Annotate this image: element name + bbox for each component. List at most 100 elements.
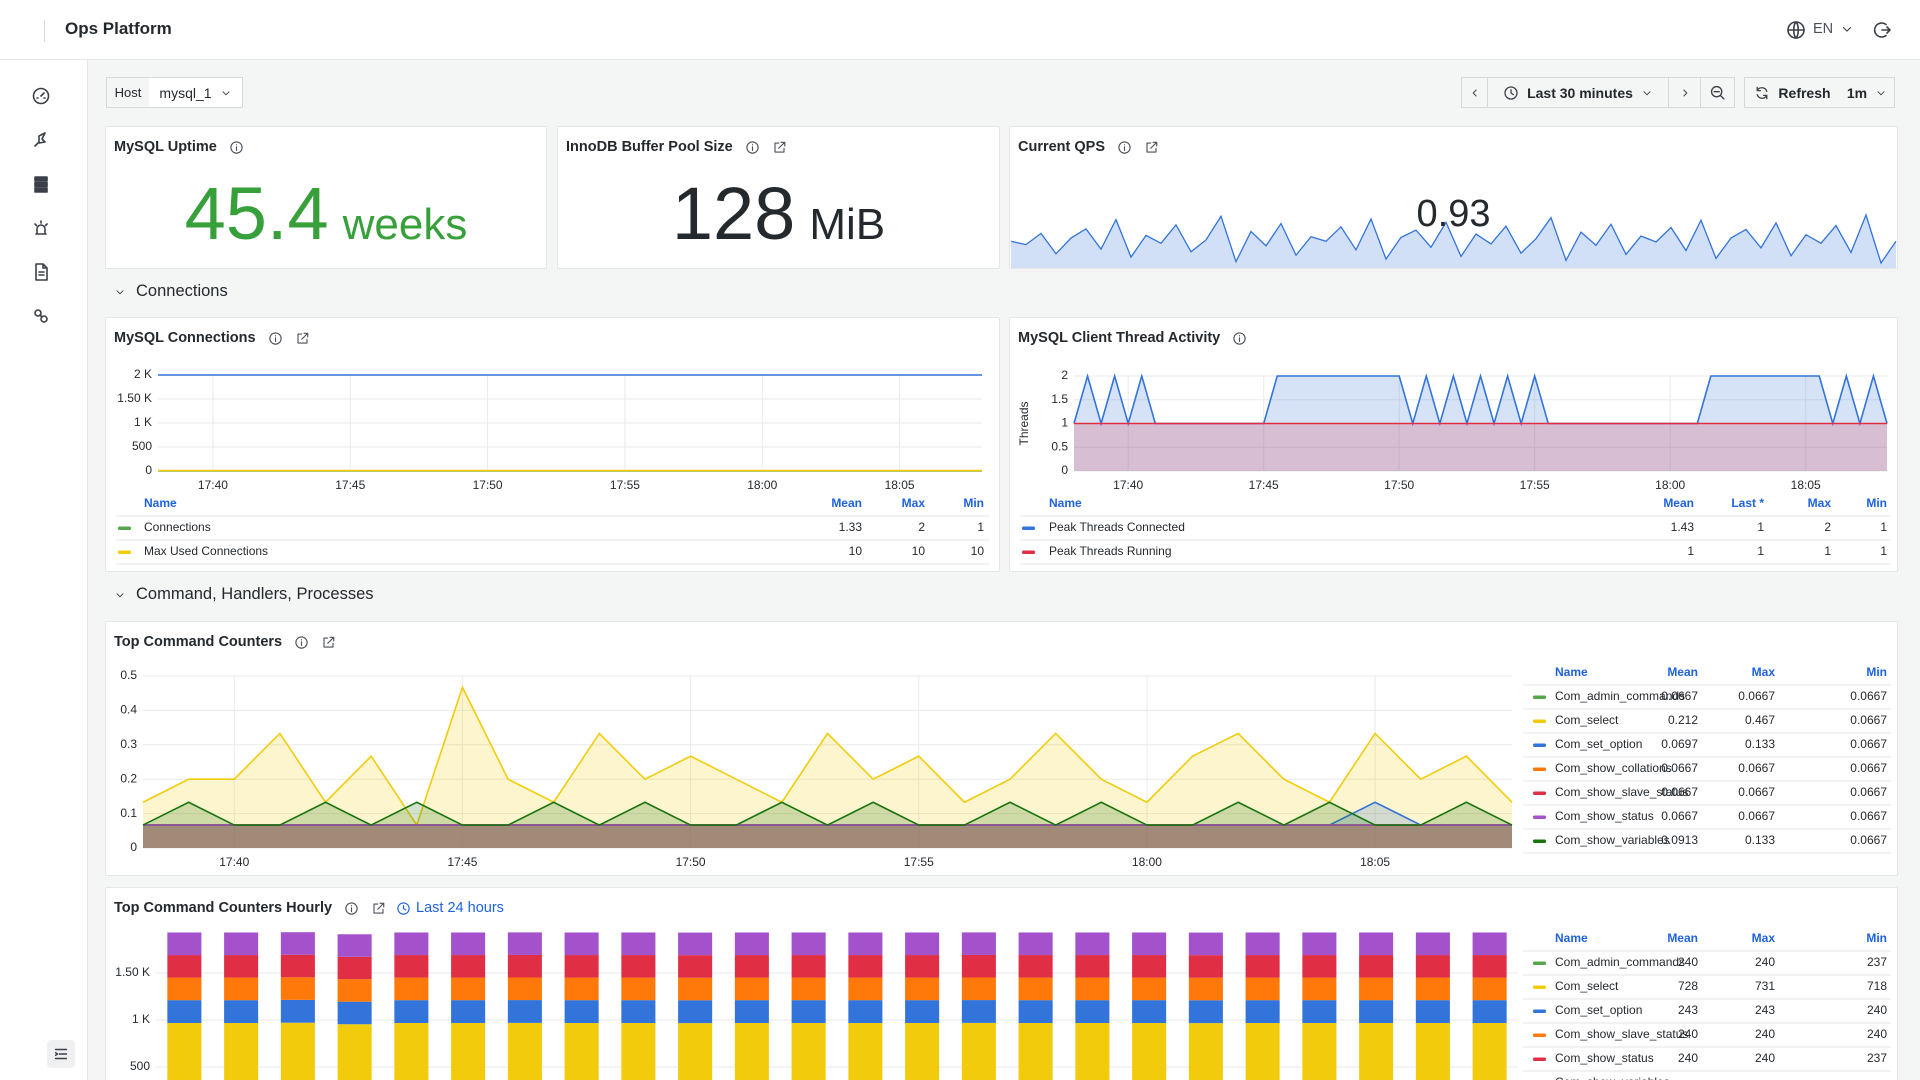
row-title: Connections: [136, 282, 228, 300]
legend-name: Com_admin_commands: [1555, 955, 1685, 969]
language[interactable]: EN: [1813, 21, 1834, 37]
external-link-icon[interactable]: [772, 140, 787, 155]
time-picker[interactable]: Last 30 minutes: [1487, 77, 1669, 108]
legend-header: Max: [1752, 931, 1776, 945]
time-override: Last 24 hours: [396, 900, 504, 916]
legend-name: Com_show_variables: [1555, 1075, 1670, 1080]
globe-icon[interactable]: [1786, 20, 1806, 40]
y-tick-label: 500: [130, 1059, 150, 1073]
legend-swatch: [1533, 719, 1546, 723]
bar-segment: [337, 934, 372, 957]
legend-swatch: [1533, 815, 1546, 819]
legend-name: Max Used Connections: [144, 544, 268, 558]
bar-segment: [848, 1000, 883, 1024]
x-tick-label: 18:05: [1360, 855, 1390, 869]
info-icon[interactable]: [344, 901, 359, 916]
variable-select[interactable]: mysql_1: [149, 77, 243, 108]
nav-database[interactable]: [31, 174, 51, 194]
legend-swatch: [1533, 791, 1546, 795]
bar-segment: [1018, 977, 1053, 1001]
zoom-out[interactable]: [1700, 77, 1735, 108]
legend-name: Com_show_variables: [1555, 833, 1670, 847]
legend-stat: 240: [1755, 1027, 1775, 1041]
y-tick-label: 1.5: [1051, 392, 1068, 406]
bar-segment: [280, 1022, 315, 1080]
external-link-icon[interactable]: [371, 901, 386, 916]
legend-swatch: [1533, 1009, 1546, 1013]
bar-segment: [1018, 932, 1053, 956]
legend-header: Name: [1049, 496, 1082, 510]
info-icon[interactable]: [294, 635, 309, 650]
bar-segment: [451, 955, 486, 978]
legend-stat: 10: [849, 544, 863, 558]
bar-segment: [961, 954, 996, 978]
bar-segment: [507, 1022, 542, 1080]
external-link-icon[interactable]: [295, 331, 310, 346]
legend-stat: 0.0667: [1661, 761, 1698, 775]
bar-segment: [734, 977, 769, 1001]
row-header[interactable]: Connections: [114, 282, 228, 301]
area: [143, 825, 1512, 848]
nav-alerts[interactable]: [31, 218, 51, 238]
legend-swatch: [1533, 839, 1546, 843]
bar-segment: [224, 1023, 259, 1080]
bar-segment: [734, 1023, 769, 1080]
legend-stat: 731: [1755, 979, 1775, 993]
legend-header: Min: [1866, 665, 1887, 679]
panel-header: InnoDB Buffer Pool Size: [566, 136, 787, 158]
bar-segment: [1359, 977, 1394, 1001]
info-icon[interactable]: [745, 140, 760, 155]
nav-dashboard[interactable]: [31, 86, 51, 106]
x-tick-label: 18:00: [1132, 855, 1162, 869]
external-link-icon[interactable]: [1144, 140, 1159, 155]
legend-swatch: [1533, 1033, 1546, 1037]
refresh-icon: [1756, 86, 1768, 99]
bar-segment: [905, 1000, 940, 1024]
bar-segment: [1359, 932, 1394, 956]
bar-segment: [1075, 1000, 1110, 1024]
x-tick-label: 17:55: [1520, 478, 1550, 492]
y-tick-label: 1: [1061, 416, 1068, 430]
stat-value: 45.4 weeks: [106, 169, 546, 268]
row-title: Command, Handlers, Processes: [136, 585, 374, 603]
legend-stat: 1: [1687, 544, 1694, 558]
sign-out-icon[interactable]: [1872, 20, 1892, 40]
bar-segment: [394, 955, 429, 978]
legend-name: Com_admin_commands: [1555, 689, 1685, 703]
legend-stat: 0.0697: [1661, 737, 1698, 751]
info-icon[interactable]: [268, 331, 283, 346]
row-header[interactable]: Command, Handlers, Processes: [114, 585, 374, 604]
time-forward[interactable]: [1668, 77, 1701, 108]
y-tick-label: 500: [132, 439, 152, 453]
bar-segment: [564, 932, 599, 956]
legend-stat: 1: [1880, 544, 1887, 558]
bar-segment: [678, 1023, 713, 1080]
nav-explore[interactable]: [31, 130, 51, 150]
panel-header: Top Command Counters: [114, 631, 336, 653]
panel-graphics: 0 0.1 0.2 0.3 0.4 0.5 17:40 17:45 17:50 17:55 18:0…: [120, 665, 1891, 869]
area: [143, 825, 1512, 848]
bar-segment: [337, 1001, 372, 1025]
y-tick-label: 2: [1061, 368, 1068, 382]
time-back[interactable]: [1461, 77, 1488, 108]
legend-header: Max: [1808, 496, 1832, 510]
legend-stat: 240: [1755, 955, 1775, 969]
bar-segment: [848, 955, 883, 978]
bar-segment: [1302, 1000, 1337, 1024]
legend-header: Min: [1866, 496, 1887, 510]
y-tick-label: 0.2: [120, 771, 137, 785]
info-icon[interactable]: [1232, 331, 1247, 346]
nav-reports[interactable]: [31, 262, 51, 282]
legend-stat: 0.0667: [1850, 761, 1887, 775]
refresh-button[interactable]: Refresh: [1744, 77, 1841, 108]
info-icon[interactable]: [229, 140, 244, 155]
info-icon[interactable]: [1117, 140, 1132, 155]
legend-stat: 240: [1867, 1003, 1887, 1017]
nav-settings[interactable]: [31, 306, 51, 326]
bar-segment: [564, 1000, 599, 1024]
legend-stat: 2: [1824, 520, 1831, 534]
collapse-button[interactable]: [47, 1040, 75, 1068]
refresh-interval[interactable]: 1m: [1840, 77, 1895, 108]
external-link-icon[interactable]: [321, 635, 336, 650]
